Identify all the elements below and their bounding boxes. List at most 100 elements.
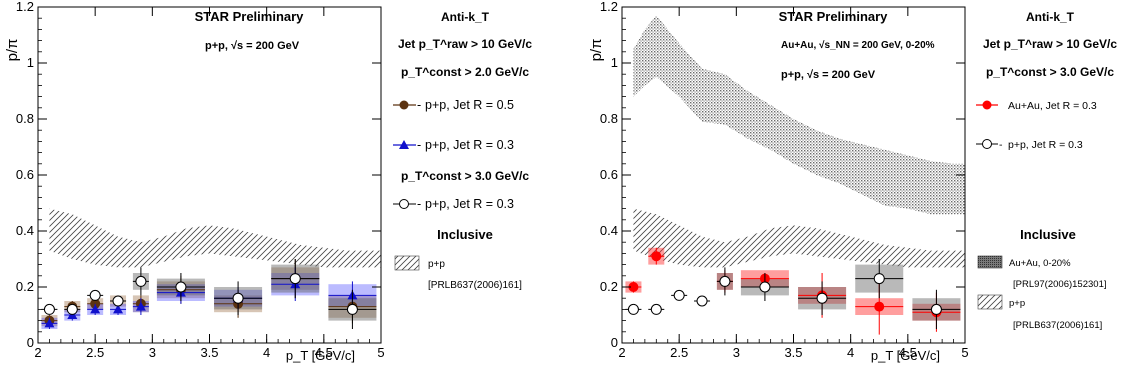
right-data-points <box>625 247 961 335</box>
point-o-circle-s1-2 <box>673 289 685 301</box>
y-tick-label-p0-1: 0.2 <box>16 279 34 294</box>
y-tick-label-p1-1: 0.2 <box>600 279 618 294</box>
legend-band-auau-ref: [PRL97(2006)152301] <box>1013 279 1107 290</box>
point-o-circle-s2-8 <box>346 303 358 315</box>
y-tick-label-p0-0: 0 <box>27 335 34 350</box>
point-o-circle-s2-1 <box>66 303 78 315</box>
y-tick-label-p1-3: 0.6 <box>600 167 618 182</box>
x-tick-label-p1-0: 2 <box>618 345 625 360</box>
point-o-circle-s1-8 <box>930 303 942 315</box>
point-o-circle-s2-7 <box>289 273 301 285</box>
x-tick-label-p0-0: 2 <box>34 345 41 360</box>
point-f-triangle-s1-3 <box>113 304 124 314</box>
band-pp-p0 <box>49 208 381 268</box>
legend-dash-r05: - <box>417 98 421 112</box>
point-o-circle-s2-5 <box>175 281 187 293</box>
legend-band-pp-label: p+p <box>428 259 445 270</box>
legend-band-auau-swatch <box>977 255 1003 269</box>
x-tick-label-p1-4: 4 <box>847 345 854 360</box>
legend-dash-r03-blue: - <box>417 138 421 152</box>
right-legend-inclusive: Inclusive <box>1020 227 1076 242</box>
legend-band-pp-swatch <box>394 255 420 271</box>
point-o-circle-s2-0 <box>43 303 55 315</box>
y-tick-label-p0-5: 1 <box>27 55 34 70</box>
legend-marker-r05 <box>399 100 409 110</box>
legend-label-r05: p+p, Jet R = 0.5 <box>425 98 514 112</box>
x-tick-label-p0-4: 4 <box>263 345 270 360</box>
x-tick-label-p1-1: 2.5 <box>670 345 688 360</box>
y-tick-label-p1-2: 0.4 <box>600 223 618 238</box>
point-f-triangle-s1-4 <box>135 301 146 311</box>
point-o-circle-s1-5 <box>759 281 771 293</box>
right-bands <box>633 15 965 268</box>
left-data-points <box>41 259 377 329</box>
left-bands <box>49 208 381 268</box>
x-tick-label-p1-2: 3 <box>733 345 740 360</box>
right-legend: Anti-k_T Jet p_T^raw > 10 GeV/c p_T^cons… <box>976 10 1117 331</box>
legend-marker-r03-blue <box>399 140 409 149</box>
y-tick-label-p0-3: 0.6 <box>16 167 34 182</box>
left-collision-label: p+p, √s = 200 GeV <box>205 40 300 52</box>
point-o-circle-s2-3 <box>112 295 124 307</box>
legend-band-auau-label: Au+Au, 0-20% <box>1009 258 1071 269</box>
x-tick-label-p0-6: 5 <box>377 345 384 360</box>
point-o-circle-s1-6 <box>816 292 828 304</box>
y-tick-label-p0-4: 0.8 <box>16 111 34 126</box>
right-xlabel: p_T [GeV/c] <box>871 348 940 363</box>
point-f-triangle-s1-2 <box>90 304 101 314</box>
x-tick-label-p1-5: 4.5 <box>899 345 917 360</box>
y-tick-label-p1-5: 1 <box>611 55 618 70</box>
left-legend-inclusive: Inclusive <box>437 227 493 242</box>
band-auau-p1 <box>633 15 965 215</box>
x-tick-label-p0-1: 2.5 <box>86 345 104 360</box>
y-tick-label-p0-6: 1.2 <box>16 0 34 14</box>
left-legend-jet-cut: Jet p_T^raw > 10 GeV/c <box>398 37 532 51</box>
right-axes: 2 2.5 3 3.5 4 4.5 5 0 0.2 0.4 0.6 0.8 1 1.2 <box>600 0 969 360</box>
y-tick-label-p1-4: 0.8 <box>600 111 618 126</box>
right-legend-algorithm: Anti-k_T <box>1026 10 1075 24</box>
point-o-circle-s1-4 <box>719 275 731 287</box>
left-ylabel: p/π <box>4 39 21 62</box>
x-tick-label-p1-6: 5 <box>961 345 968 360</box>
x-tick-label-p0-2: 3 <box>149 345 156 360</box>
legend-band-pp-ref-right: [PRLB637(2006)161] <box>1013 320 1102 331</box>
x-tick-label-p1-3: 3.5 <box>784 345 802 360</box>
legend-band-pp-ref: [PRLB637(2006)161] <box>428 280 522 291</box>
point-f-circle-s0-1 <box>651 251 662 262</box>
right-panel: 2 2.5 3 3.5 4 4.5 5 0 0.2 0.4 0.6 0.8 1 1.2 p/π p_T [… <box>588 0 1117 363</box>
legend-label-auau: Au+Au, Jet R = 0.3 <box>1008 100 1097 112</box>
left-legend-const-cut-1: p_T^const > 2.0 GeV/c <box>401 65 529 79</box>
point-o-circle-s2-2 <box>89 289 101 301</box>
point-o-circle-s1-7 <box>873 273 885 285</box>
legend-label-pp-right: p+p, Jet R = 0.3 <box>1008 139 1083 151</box>
left-xlabel: p_T [GeV/c] <box>286 348 355 363</box>
right-title: STAR Preliminary <box>779 9 889 24</box>
left-legend-const-cut-2: p_T^const > 3.0 GeV/c <box>401 169 529 183</box>
right-legend-const-cut: p_T^const > 3.0 GeV/c <box>986 65 1114 79</box>
left-legend-algorithm: Anti-k_T <box>441 10 490 24</box>
point-o-circle-s1-1 <box>650 303 662 315</box>
point-o-circle-s1-3 <box>696 295 708 307</box>
point-f-circle-s0-0 <box>628 282 639 292</box>
point-f-circle-s0-5 <box>874 301 885 312</box>
left-legend: Anti-k_T Jet p_T^raw > 10 GeV/c p_T^cons… <box>393 10 532 291</box>
right-collision-label: Au+Au, √s_NN = 200 GeV, 0-20% <box>781 40 935 51</box>
right-collision-label-2: p+p, √s = 200 GeV <box>781 69 876 81</box>
y-tick-label-p1-0: 0 <box>611 335 618 350</box>
left-axes: 2 2.5 3 3.5 4 4.5 5 0 0.2 0.4 0.6 0.8 1 1.2 <box>16 0 385 360</box>
y-tick-label-p0-2: 0.4 <box>16 223 34 238</box>
legend-marker-auau <box>982 100 992 110</box>
legend-marker-pp-right <box>982 139 992 149</box>
band-pp-p1 <box>633 208 965 268</box>
right-legend-jet-cut: Jet p_T^raw > 10 GeV/c <box>983 37 1117 51</box>
legend-marker-r03-open <box>399 199 409 209</box>
legend-band-pp-label-right: p+p <box>1009 298 1025 309</box>
left-title: STAR Preliminary <box>195 9 305 24</box>
legend-band-pp-swatch-right <box>977 294 1003 310</box>
point-f-triangle-s1-0 <box>44 318 55 328</box>
legend-dash-pp-right: - <box>999 139 1003 151</box>
left-panel: 2 2.5 3 3.5 4 4.5 5 0 0.2 0.4 0.6 0.8 1 1.2 p/π p_T [… <box>4 0 532 363</box>
x-tick-label-p0-5: 4.5 <box>315 345 333 360</box>
